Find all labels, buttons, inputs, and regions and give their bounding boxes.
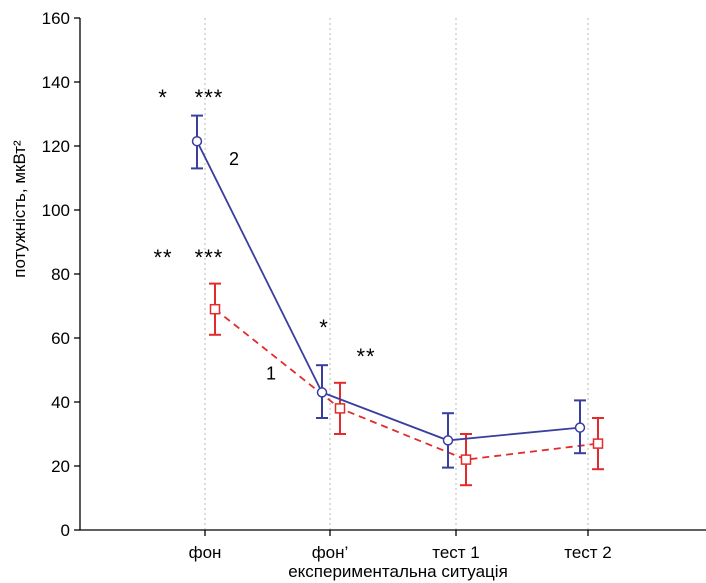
axes-layer: 0 20 40 60 80 100 120 140 160 фон фон’ тест 1 тест 2: [42, 9, 706, 562]
data-point: [442, 435, 454, 446]
significance-marker: *: [319, 315, 329, 340]
x-tick-label: тест 2: [564, 543, 612, 562]
series-line-2: [196, 140, 581, 442]
annotation-layer: * ***** ******: [153, 85, 375, 369]
series-label-2: 2: [229, 149, 239, 169]
data-point: [191, 135, 203, 147]
y-tick-label: 120: [42, 137, 70, 156]
y-tick-label: 160: [42, 9, 70, 28]
significance-marker: **: [356, 344, 375, 369]
x-axis-title: експериментальна ситуація: [288, 562, 508, 581]
series-line-1: [214, 308, 599, 461]
x-tick-label: тест 1: [432, 543, 480, 562]
data-point: [316, 387, 328, 398]
y-tick-label: 40: [51, 393, 70, 412]
series-layer: 12: [191, 114, 604, 487]
grid-layer: [204, 18, 589, 530]
x-tick-label: фон: [189, 543, 222, 562]
data-point: [460, 454, 472, 465]
data-point: [574, 422, 586, 433]
y-tick-label: 60: [51, 329, 70, 348]
series-label-1: 1: [266, 364, 276, 384]
y-tick-label: 140: [42, 73, 70, 92]
significance-marker: *: [158, 85, 168, 110]
x-tick-label: фон’: [312, 543, 349, 562]
y-axis-title: потужність, мкВт²: [10, 140, 29, 278]
data-point: [592, 438, 604, 449]
significance-marker: ***: [195, 245, 224, 270]
y-tick-label: 80: [51, 265, 70, 284]
significance-marker: ***: [195, 85, 224, 110]
data-point: [334, 403, 346, 414]
y-tick-label: 100: [42, 201, 70, 220]
y-tick-label: 20: [51, 457, 70, 476]
data-point: [209, 303, 221, 315]
significance-marker: **: [153, 245, 172, 270]
y-tick-label: 0: [61, 521, 70, 540]
